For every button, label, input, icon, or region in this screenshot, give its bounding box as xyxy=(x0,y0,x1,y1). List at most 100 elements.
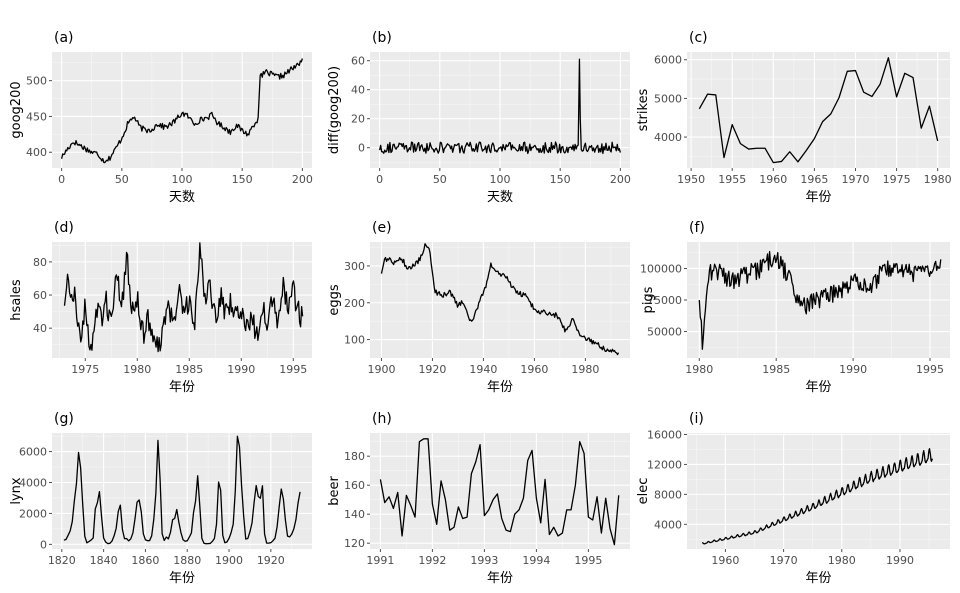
y-tick-label: 200 xyxy=(344,297,365,310)
y-tick-label: 60 xyxy=(33,289,47,302)
plot-background xyxy=(52,433,312,549)
y-tick-label: 50000 xyxy=(647,326,682,339)
x-tick-label: 1955 xyxy=(718,173,746,186)
plot-background xyxy=(687,433,950,549)
y-tick-label: 120 xyxy=(344,537,365,550)
y-tick-label: 6000 xyxy=(654,54,682,67)
x-tick-label: 150 xyxy=(232,173,253,186)
x-tick-label: 1975 xyxy=(71,363,99,376)
y-tick-label: 60 xyxy=(351,55,365,68)
panel-title: (f) xyxy=(689,220,705,236)
panel-e: 1900 1920 1940 1960 1980 100 200 300 (e) 年份 eggs xyxy=(327,220,630,395)
x-tick-label: 1975 xyxy=(883,173,911,186)
x-tick-label: 1965 xyxy=(800,173,828,186)
x-tick-label: 1840 xyxy=(90,554,118,567)
panel-h: 1991 1992 1993 1994 1995 120 140 160 180 (h) 年份 bee… xyxy=(327,411,630,586)
x-tick-label: 1990 xyxy=(886,554,914,567)
x-tick-label: 100 xyxy=(172,173,193,186)
y-tick-label: 4000 xyxy=(654,518,682,531)
y-tick-label: 20 xyxy=(351,113,365,126)
y-tick-label: 160 xyxy=(344,479,365,492)
plot-background xyxy=(687,52,950,168)
x-axis-title: 年份 xyxy=(805,571,831,586)
x-tick-label: 1980 xyxy=(571,363,599,376)
y-tick-label: 140 xyxy=(344,508,365,521)
x-tick-label: 1980 xyxy=(828,554,856,567)
panel-title: (a) xyxy=(54,30,74,46)
x-axis-title: 年份 xyxy=(805,190,831,205)
y-tick-label: 450 xyxy=(26,110,47,123)
x-tick-label: 1820 xyxy=(48,554,76,567)
panel-f: 1980 1985 1990 1995 50000 75000 100000 (f) 年份 pig… xyxy=(640,220,950,395)
y-tick-label: 12000 xyxy=(647,458,682,471)
x-tick-label: 1900 xyxy=(367,363,395,376)
x-tick-label: 1980 xyxy=(685,363,713,376)
y-axis-title: lynx xyxy=(9,477,24,505)
x-tick-label: 1860 xyxy=(131,554,159,567)
y-axis-title: beer xyxy=(327,476,342,506)
y-axis-title: diff(goog200) xyxy=(327,66,342,154)
y-tick-label: 40 xyxy=(33,322,47,335)
panel-title: (g) xyxy=(54,411,74,427)
y-tick-label: 100000 xyxy=(640,262,682,275)
y-tick-label: 2000 xyxy=(19,507,47,520)
x-tick-label: 1960 xyxy=(520,363,548,376)
x-axis-title: 年份 xyxy=(805,380,831,395)
y-tick-label: 8000 xyxy=(654,488,682,501)
x-tick-label: 1940 xyxy=(469,363,497,376)
y-axis-title: eggs xyxy=(327,284,342,316)
x-tick-label: 1993 xyxy=(470,554,498,567)
panel-title: (d) xyxy=(54,220,74,236)
x-axis-title: 年份 xyxy=(169,571,195,586)
panel-a: 0 50 100 150 200 400 450 500 (a) 天数 goog200 xyxy=(9,30,313,205)
x-tick-label: 1990 xyxy=(839,363,867,376)
x-tick-label: 1995 xyxy=(916,363,944,376)
x-tick-label: 1995 xyxy=(279,363,307,376)
y-tick-label: 300 xyxy=(344,260,365,273)
x-tick-label: 1960 xyxy=(759,173,787,186)
x-tick-label: 1992 xyxy=(418,554,446,567)
panel-c: 1950 1955 1960 1965 1970 1975 1980 4000 5000 6000… xyxy=(636,30,952,205)
x-tick-label: 1950 xyxy=(677,173,705,186)
y-axis-title: hsales xyxy=(9,279,24,321)
x-tick-label: 0 xyxy=(376,173,383,186)
x-tick-label: 1880 xyxy=(173,554,201,567)
x-tick-label: 50 xyxy=(433,173,447,186)
panel-b: 0 50 100 150 200 0 20 40 60 (b) 天数 diff(goog200) xyxy=(327,30,631,205)
y-tick-label: 0 xyxy=(358,142,365,155)
y-tick-label: 6000 xyxy=(19,446,47,459)
x-tick-label: 1990 xyxy=(227,363,255,376)
x-axis-title: 年份 xyxy=(487,380,513,395)
y-axis-title: elec xyxy=(636,478,651,505)
y-tick-label: 180 xyxy=(344,450,365,463)
y-axis-title: pigs xyxy=(641,286,656,313)
x-tick-label: 1995 xyxy=(574,554,602,567)
y-axis-title: strikes xyxy=(636,88,651,131)
figure: 0 50 100 150 200400450500(a)天数goog200 0 50 100… xyxy=(0,0,960,593)
y-tick-label: 80 xyxy=(33,256,47,269)
y-tick-label: 500 xyxy=(26,75,47,88)
x-axis-title: 天数 xyxy=(169,190,195,205)
panel-title: (h) xyxy=(372,411,392,427)
x-axis-title: 年份 xyxy=(487,571,513,586)
x-tick-label: 50 xyxy=(115,173,129,186)
y-axis-title: goog200 xyxy=(9,81,24,138)
x-tick-label: 1900 xyxy=(215,554,243,567)
x-tick-label: 1994 xyxy=(522,554,550,567)
y-tick-label: 4000 xyxy=(654,131,682,144)
x-tick-label: 1980 xyxy=(123,363,151,376)
x-tick-label: 1980 xyxy=(924,173,952,186)
x-tick-label: 1985 xyxy=(175,363,203,376)
x-tick-label: 1920 xyxy=(418,363,446,376)
y-tick-label: 100 xyxy=(344,334,365,347)
x-tick-label: 100 xyxy=(490,173,511,186)
x-tick-label: 150 xyxy=(550,173,571,186)
x-tick-label: 200 xyxy=(610,173,631,186)
panel-d: 1975 1980 1985 1990 1995 40 60 80 (d) 年份 hsales xyxy=(9,220,312,395)
panel-title: (i) xyxy=(689,411,704,427)
x-tick-label: 1920 xyxy=(257,554,285,567)
x-tick-label: 200 xyxy=(292,173,313,186)
x-tick-label: 1970 xyxy=(841,173,869,186)
x-tick-label: 1970 xyxy=(770,554,798,567)
panel-g: 1820 1840 1860 1880 1900 19200200040006000(g)… xyxy=(9,411,312,586)
